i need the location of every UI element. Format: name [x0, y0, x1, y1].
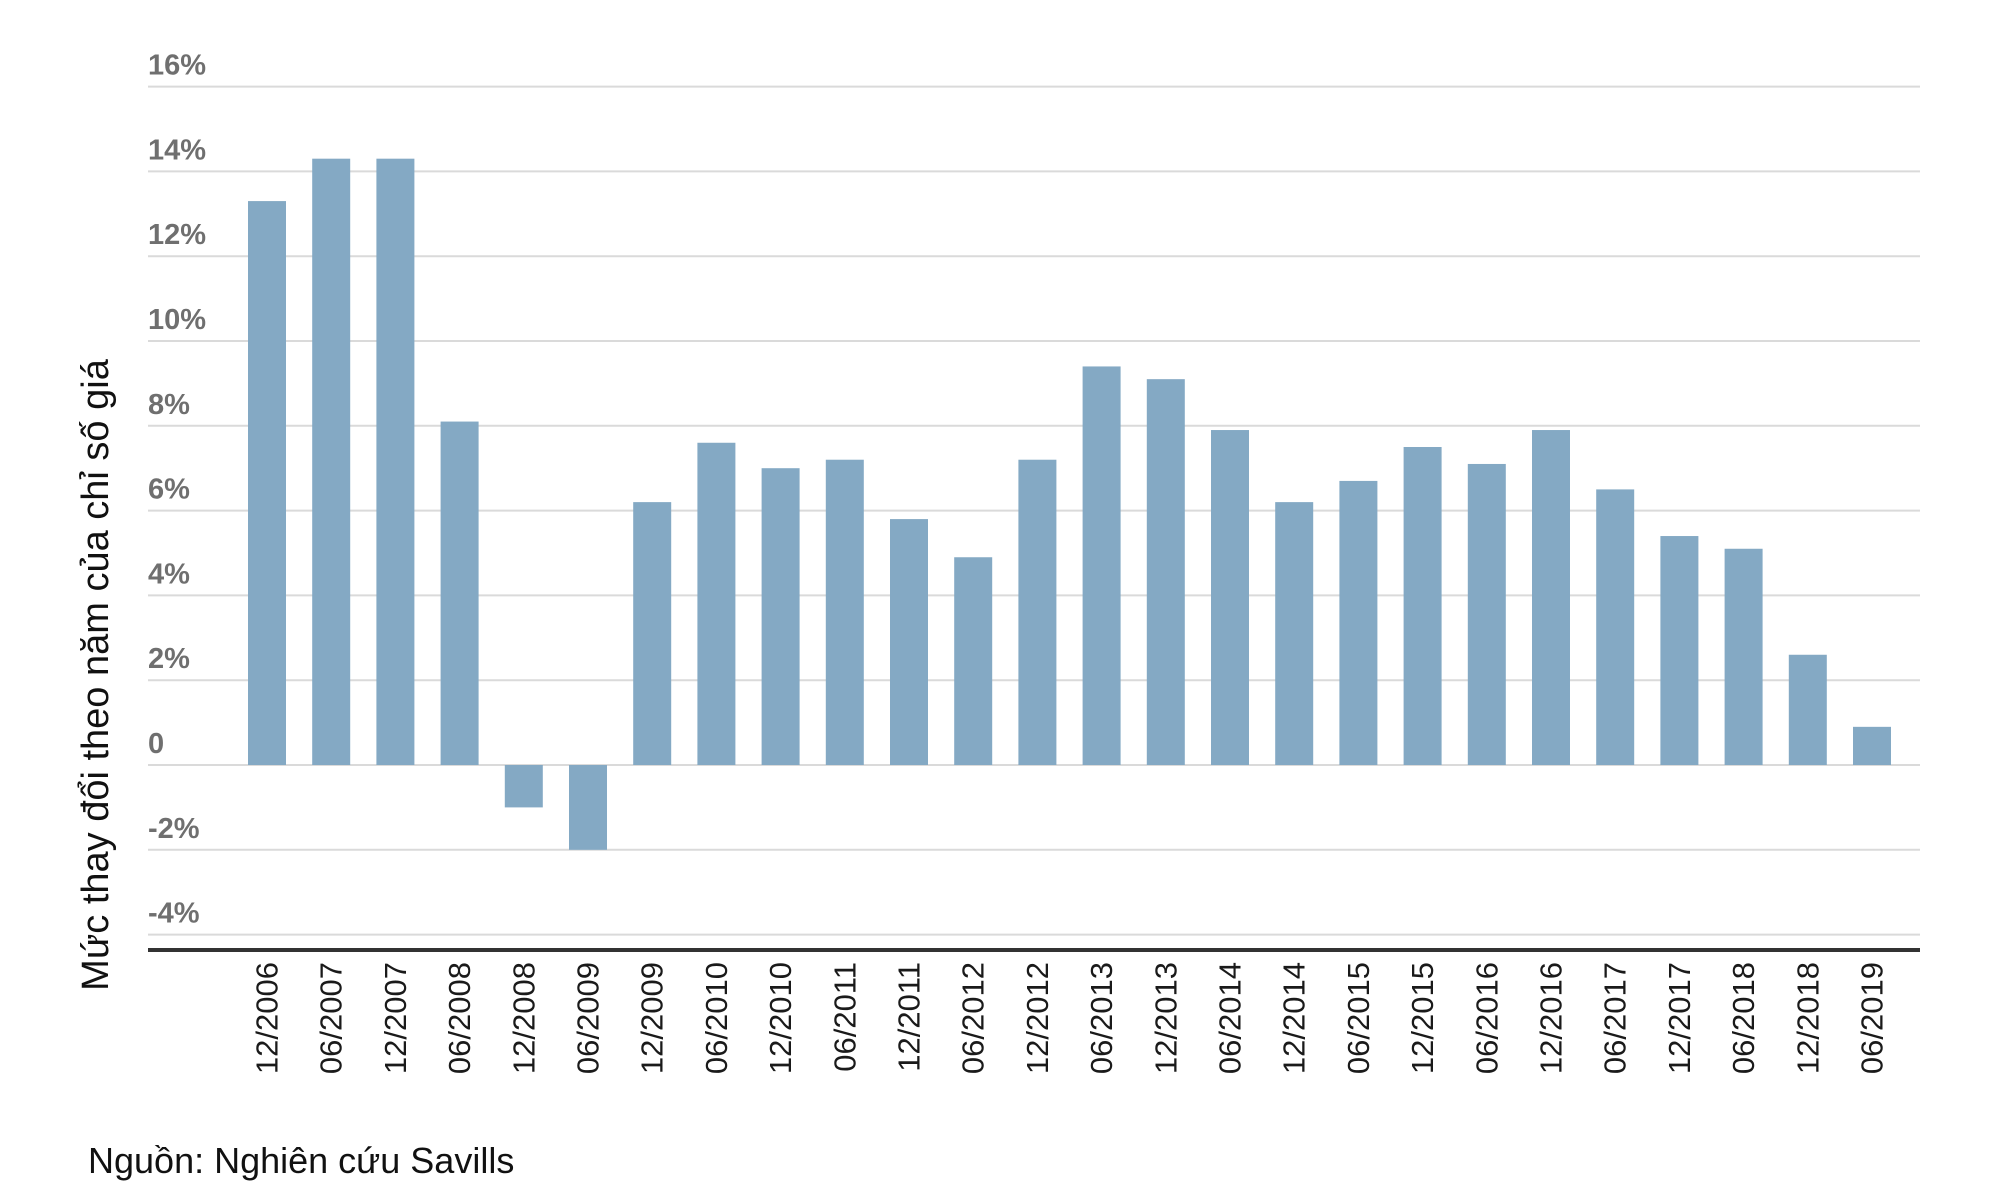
bar	[1275, 502, 1314, 765]
x-tick-label: 06/2007	[314, 962, 349, 1074]
bar	[1660, 536, 1699, 765]
bar	[1339, 480, 1378, 765]
bar	[1403, 447, 1442, 765]
bar	[1082, 366, 1121, 765]
bar	[1788, 654, 1827, 765]
x-tick-label: 12/2015	[1405, 962, 1440, 1074]
bar	[1467, 463, 1506, 765]
y-tick-label: 2%	[148, 643, 190, 675]
x-tick-label: 06/2012	[956, 962, 991, 1074]
bar	[1146, 379, 1185, 765]
x-tick-label: 12/2018	[1790, 962, 1825, 1074]
bar	[697, 442, 736, 765]
bar	[1018, 459, 1057, 765]
bar	[825, 459, 864, 765]
x-tick-label: 06/2015	[1341, 962, 1376, 1074]
x-tick-label: 12/2006	[250, 962, 285, 1074]
x-tick-label: 06/2013	[1084, 962, 1119, 1074]
x-tick-label: 06/2016	[1469, 962, 1504, 1074]
y-tick-label: 14%	[148, 134, 206, 166]
y-tick-label: 8%	[148, 389, 190, 421]
x-tick-label: 12/2010	[763, 962, 798, 1074]
y-tick-label: 16%	[148, 50, 206, 82]
x-tick-label: 12/2017	[1662, 962, 1697, 1074]
y-tick-label: -4%	[148, 898, 200, 930]
bar	[1596, 489, 1635, 765]
x-tick-label: 12/2016	[1534, 962, 1569, 1074]
bar	[504, 765, 543, 808]
bar	[1211, 430, 1249, 765]
bar	[569, 765, 607, 850]
x-tick-label: 06/2010	[699, 962, 734, 1074]
bar	[440, 421, 479, 765]
bar	[376, 158, 415, 765]
x-tick-label: 06/2018	[1726, 962, 1761, 1074]
x-tick-label: 12/2007	[378, 962, 413, 1074]
bar	[312, 158, 351, 765]
x-tick-label: 06/2017	[1598, 962, 1633, 1074]
x-tick-label: 06/2014	[1213, 962, 1248, 1074]
bar	[954, 557, 993, 765]
x-tick-label: 12/2011	[892, 962, 927, 1072]
bar	[248, 201, 286, 765]
x-tick-label: 06/2009	[571, 962, 606, 1074]
x-tick-label: 12/2014	[1277, 962, 1312, 1074]
bar	[1853, 726, 1891, 765]
y-axis-ticks: 16% 14% 12% 10% 8% 6% 4% 2% 0 -2% -4%	[148, 50, 206, 930]
bar	[633, 502, 672, 765]
x-tick-label: 06/2008	[442, 962, 477, 1074]
x-tick-label: 12/2009	[635, 962, 670, 1074]
y-tick-label: -2%	[148, 813, 200, 845]
y-tick-label: 4%	[148, 558, 190, 590]
x-axis-ticks: 12/2006 06/2007 12/2007 06/2008 12/2008 06/20…	[250, 962, 1890, 1074]
bar	[761, 468, 800, 765]
bar	[1724, 548, 1763, 765]
y-tick-label: 10%	[148, 304, 206, 336]
y-axis-label: Mức thay đổi theo năm của chỉ số giá	[75, 358, 117, 991]
x-tick-label: 12/2013	[1148, 962, 1183, 1074]
bar	[890, 519, 928, 765]
y-tick-label: 0	[148, 728, 164, 760]
bars	[248, 158, 1891, 850]
x-tick-label: 12/2012	[1020, 962, 1055, 1074]
x-tick-label: 06/2019	[1855, 962, 1890, 1074]
y-tick-label: 6%	[148, 474, 190, 506]
bar	[1532, 430, 1570, 765]
x-tick-label: 12/2008	[506, 962, 541, 1074]
x-tick-label: 06/2011	[827, 962, 862, 1072]
source-note: Nguồn: Nghiên cứu Savills	[88, 1140, 515, 1181]
y-tick-label: 12%	[148, 219, 206, 251]
